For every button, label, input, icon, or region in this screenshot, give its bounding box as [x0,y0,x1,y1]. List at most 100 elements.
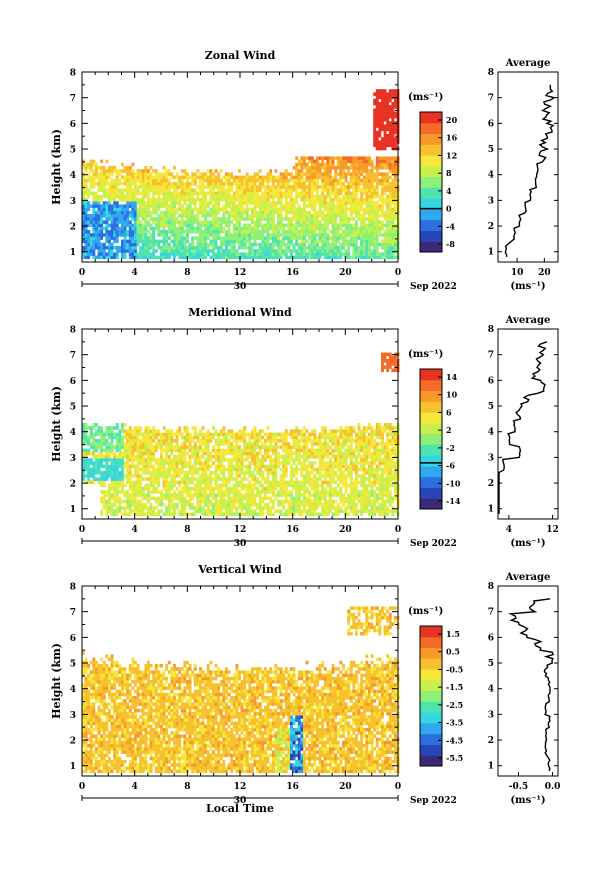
heatmap-cell [147,490,150,494]
heatmap-cell [329,182,332,186]
heatmap-cell [287,242,291,247]
heatmap-cell [173,175,176,180]
heatmap-cell [339,156,343,160]
heatmap-cell [201,185,205,189]
heatmap-cell [245,490,249,494]
heatmap-cell [381,159,384,164]
heatmap-cell [277,226,280,231]
heatmap-cell [212,255,215,260]
heatmap-cell [251,182,254,186]
heatmap-cell [381,191,384,196]
heatmap-cell [126,230,130,234]
heatmap-cell [204,191,208,196]
heatmap-cell [383,236,387,240]
heatmap-cell [105,512,109,517]
heatmap-cell [214,246,218,250]
heatmap-cell [206,432,210,437]
heatmap-cell [102,210,106,215]
heatmap-cell [118,172,122,176]
heatmap-cell [326,223,330,228]
heatmap-cell [201,175,205,180]
heatmap-cell [126,439,130,443]
heatmap-cell [115,175,119,180]
heatmap-cell [305,172,309,176]
heatmap-cell [102,442,106,446]
heatmap-cell [173,185,176,189]
heatmap-cell [310,230,314,234]
heatmap-cell [183,455,187,459]
heatmap-cell [188,493,192,497]
heatmap-cell [126,172,130,176]
heatmap-cell [318,204,322,208]
heatmap-cell [336,249,340,253]
heatmap-cell [238,210,241,215]
heatmap-cell [258,201,262,205]
heatmap-cell [360,217,364,221]
heatmap-cell [349,230,353,234]
heatmap-cell [227,432,231,437]
heatmap-cell [349,201,353,205]
heatmap-cell [375,246,379,250]
heatmap-cell [386,223,390,228]
heatmap-cell [378,143,382,148]
heatmap-cell [188,198,192,202]
heatmap-cell [92,435,96,440]
heatmap-cell [264,477,267,481]
heatmap-cell [141,233,145,237]
heatmap-cell [365,217,369,221]
heatmap-cell [128,493,132,497]
heatmap-cell [310,185,314,189]
heatmap-cell [102,249,106,253]
heatmap-cell [394,185,397,189]
heatmap-cell [329,178,332,183]
heatmap-cell [147,496,150,501]
heatmap-cell [297,175,301,180]
heatmap-cell [266,191,270,196]
heatmap-cell [157,246,161,250]
heatmap-cell [134,223,137,228]
heatmap-cell [178,255,182,260]
heatmap-cell [97,223,101,228]
heatmap-cell [295,166,299,170]
heatmap-cell [375,134,379,138]
heatmap-cell [95,455,98,459]
heatmap-cell [217,464,221,469]
heatmap-cell [225,239,228,244]
heatmap-cell [240,477,244,481]
heatmap-cell [230,442,234,446]
heatmap-cell [323,220,327,224]
heatmap-cell [313,185,317,189]
heatmap-cell [355,198,358,202]
heatmap-cell [147,188,150,192]
heatmap-cell [217,493,221,497]
heatmap-cell [214,207,218,212]
heatmap-cell [199,207,202,212]
heatmap-cell [126,471,130,475]
heatmap-cell [217,233,221,237]
heatmap-cell [339,185,343,189]
heatmap-cell [134,499,137,504]
heatmap-cell [235,226,239,231]
heatmap-cell [222,217,226,221]
heatmap-cell [121,467,124,472]
heatmap-cell [251,451,254,456]
heatmap-cell [326,178,330,183]
heatmap-cell [381,178,384,183]
heatmap-cell [222,499,226,504]
heatmap-cell [331,175,335,180]
heatmap-cell [334,223,338,228]
heatmap-cell [230,255,234,260]
heatmap-cell [243,233,247,237]
heatmap-cell [121,210,124,215]
heatmap-cell [128,483,132,488]
heatmap-cell [290,236,293,240]
heatmap-cell [230,252,234,256]
heatmap-cell [331,242,335,247]
heatmap-cell [381,175,384,180]
heatmap-cell [123,493,127,497]
heatmap-cell [365,191,369,196]
heatmap-cell [84,210,88,215]
heatmap-cell [188,439,192,443]
heatmap-cell [388,166,392,170]
heatmap-cell [279,191,283,196]
